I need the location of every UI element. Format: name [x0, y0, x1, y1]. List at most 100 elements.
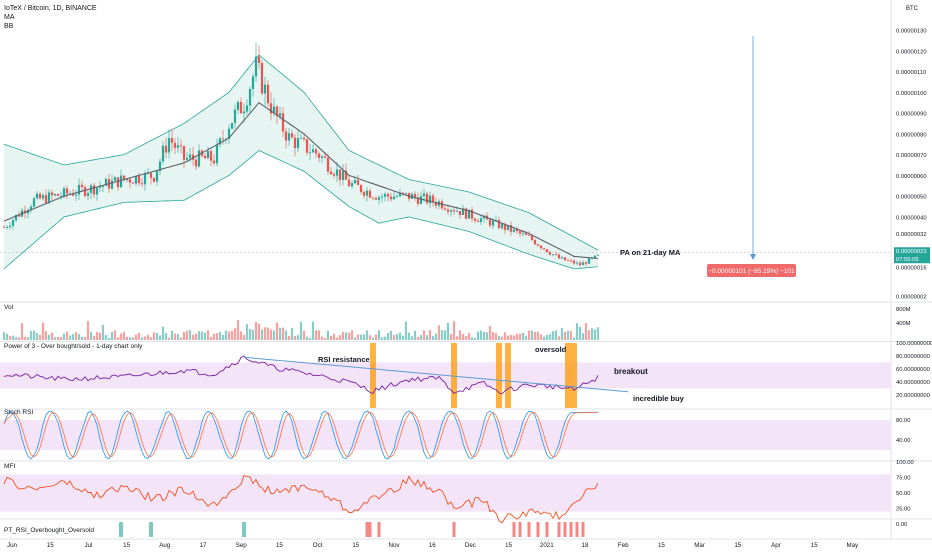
candle-body[interactable] — [71, 193, 75, 196]
volume-bar[interactable] — [425, 335, 429, 340]
volume-bar[interactable] — [65, 331, 69, 340]
pt-sell-signal[interactable] — [557, 522, 561, 537]
volume-bar[interactable] — [287, 335, 291, 340]
candle-body[interactable] — [521, 233, 525, 235]
volume-bar[interactable] — [38, 334, 42, 340]
volume-bar[interactable] — [107, 337, 111, 340]
volume-bar[interactable] — [467, 332, 471, 340]
bollinger-lower-line[interactable] — [3, 149, 599, 270]
candle-body[interactable] — [176, 145, 180, 148]
volume-bar[interactable] — [521, 332, 525, 340]
volume-bar[interactable] — [269, 329, 273, 340]
candle-body[interactable] — [143, 173, 147, 185]
volume-bar[interactable] — [344, 332, 348, 340]
volume-bar[interactable] — [527, 330, 531, 340]
candle-body[interactable] — [578, 262, 582, 266]
volume-bar[interactable] — [23, 336, 27, 340]
candle-body[interactable] — [365, 190, 369, 196]
candle-body[interactable] — [593, 255, 597, 258]
candle-body[interactable] — [557, 254, 561, 259]
candle-body[interactable] — [233, 109, 237, 123]
candle-body[interactable] — [356, 180, 360, 185]
volume-bar[interactable] — [389, 330, 393, 340]
candle-body[interactable] — [77, 184, 81, 195]
candle-body[interactable] — [251, 76, 255, 90]
volume-bar[interactable] — [479, 330, 483, 340]
volume-bar[interactable] — [413, 330, 417, 340]
candle-body[interactable] — [464, 208, 468, 219]
volume-bar[interactable] — [416, 336, 420, 340]
candle-body[interactable] — [314, 149, 318, 154]
volume-bar[interactable] — [350, 330, 354, 340]
pt-sell-signal[interactable] — [518, 522, 522, 537]
candle-body[interactable] — [242, 111, 246, 114]
candle-body[interactable] — [62, 188, 66, 196]
volume-bar[interactable] — [302, 330, 306, 340]
volume-bar[interactable] — [323, 337, 327, 340]
candle-body[interactable] — [539, 245, 543, 249]
candle-body[interactable] — [113, 177, 117, 181]
volume-bar[interactable] — [41, 322, 45, 340]
volume-bar[interactable] — [242, 334, 246, 340]
volume-bar[interactable] — [71, 334, 75, 340]
volume-bar[interactable] — [497, 335, 501, 340]
volume-bar[interactable] — [122, 331, 126, 340]
volume-bar[interactable] — [311, 321, 315, 340]
volume-bar[interactable] — [176, 334, 180, 340]
ma-21-line[interactable] — [3, 101, 599, 260]
candle-body[interactable] — [56, 194, 60, 196]
volume-bar[interactable] — [146, 334, 150, 340]
candle-body[interactable] — [2, 227, 6, 229]
volume-bar[interactable] — [506, 335, 510, 340]
candle-body[interactable] — [434, 202, 438, 206]
volume-bar[interactable] — [470, 337, 474, 340]
candle-body[interactable] — [491, 220, 495, 226]
volume-bar[interactable] — [299, 321, 303, 340]
volume-bar[interactable] — [173, 333, 177, 340]
volume-bar[interactable] — [179, 337, 183, 340]
candle-body[interactable] — [455, 210, 459, 212]
volume-bar[interactable] — [509, 335, 513, 340]
volume-bar[interactable] — [170, 330, 174, 340]
candle-body[interactable] — [245, 105, 249, 112]
candle-body[interactable] — [428, 195, 432, 204]
volume-bar[interactable] — [428, 330, 432, 340]
volume-bar[interactable] — [458, 330, 462, 340]
pt-sell-signal[interactable] — [545, 522, 549, 537]
oversold-highlight[interactable] — [571, 343, 577, 408]
candle-body[interactable] — [221, 138, 225, 140]
volume-bar[interactable] — [218, 332, 222, 340]
volume-bar[interactable] — [200, 331, 204, 340]
volume-bar[interactable] — [251, 329, 255, 340]
volume-bar[interactable] — [278, 327, 282, 340]
volume-bar[interactable] — [560, 327, 564, 340]
candle-body[interactable] — [476, 220, 480, 222]
candle-body[interactable] — [266, 84, 270, 104]
volume-bar[interactable] — [116, 337, 120, 340]
volume-bar[interactable] — [356, 334, 360, 340]
volume-bar[interactable] — [206, 330, 210, 340]
volume-bar[interactable] — [14, 337, 18, 340]
candle-body[interactable] — [128, 179, 132, 183]
volume-bar[interactable] — [221, 335, 225, 340]
volume-bar[interactable] — [551, 331, 555, 340]
volume-bar[interactable] — [320, 336, 324, 340]
candle-body[interactable] — [392, 196, 396, 200]
candle-body[interactable] — [548, 252, 552, 255]
volume-bar[interactable] — [191, 334, 195, 340]
candle-body[interactable] — [425, 193, 429, 204]
candle-body[interactable] — [566, 260, 570, 262]
candle-body[interactable] — [86, 192, 90, 197]
volume-bar[interactable] — [29, 330, 33, 340]
candle-body[interactable] — [14, 214, 18, 221]
volume-bar[interactable] — [263, 327, 267, 340]
candle-body[interactable] — [479, 218, 483, 222]
volume-bar[interactable] — [338, 335, 342, 340]
volume-bar[interactable] — [140, 337, 144, 340]
candle-body[interactable] — [227, 128, 231, 139]
volume-bar[interactable] — [137, 332, 141, 340]
volume-bar[interactable] — [275, 322, 279, 340]
volume-bar[interactable] — [185, 330, 189, 340]
volume-bar[interactable] — [578, 327, 582, 340]
